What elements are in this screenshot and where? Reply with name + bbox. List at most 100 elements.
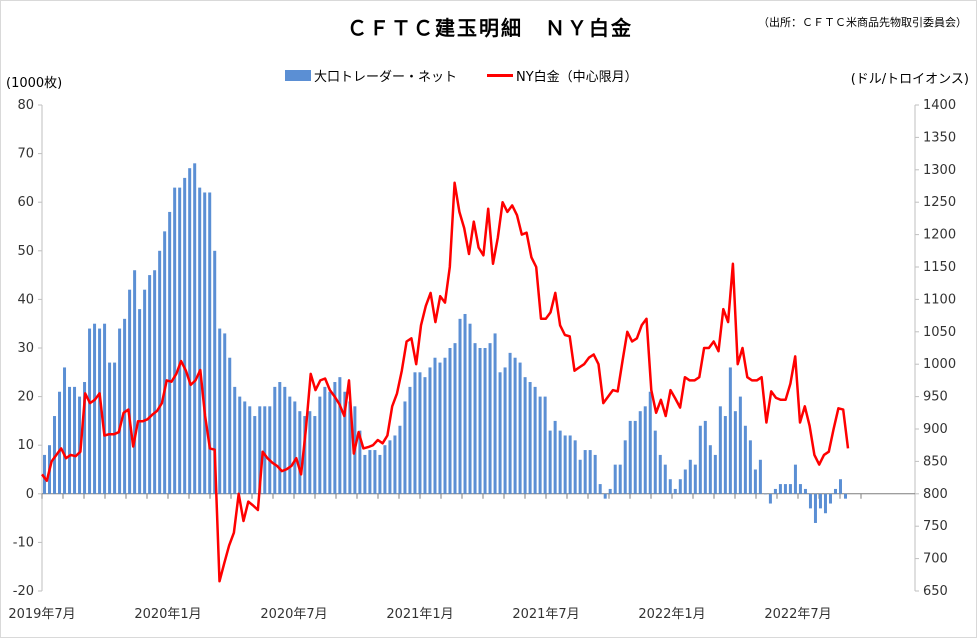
bar — [508, 352, 512, 494]
bar — [773, 488, 777, 494]
bar — [598, 484, 602, 494]
source-note: （出所：ＣＦＴＣ米商品先物取引委員会） — [758, 16, 967, 29]
bar — [728, 367, 732, 494]
x-tick-label: 2021年7月 — [512, 607, 579, 622]
bar — [373, 450, 377, 494]
bar — [388, 440, 392, 494]
bar — [163, 231, 167, 494]
right-tick-label: 900 — [923, 422, 948, 437]
bar — [73, 386, 77, 494]
bar — [123, 318, 127, 494]
bar — [623, 440, 627, 494]
bar — [298, 411, 302, 494]
bar — [793, 464, 797, 494]
x-tick-label: 2020年7月 — [260, 607, 327, 622]
right-tick-label: 650 — [923, 584, 948, 599]
bar — [828, 493, 832, 504]
bar — [718, 406, 722, 494]
bar — [173, 187, 177, 494]
right-axis-unit: (ドル/トロイオンス) — [850, 72, 969, 87]
bar — [288, 396, 292, 494]
bar — [608, 488, 612, 494]
bar — [748, 440, 752, 494]
right-tick-label: 1350 — [923, 130, 956, 145]
bar — [628, 420, 632, 494]
bar — [138, 309, 142, 494]
bar — [563, 435, 567, 494]
bar — [98, 328, 102, 494]
bar — [293, 401, 297, 494]
bar — [503, 367, 507, 494]
bar — [358, 430, 362, 494]
bar — [778, 484, 782, 494]
bar — [618, 464, 622, 494]
bar — [178, 187, 182, 494]
bar — [473, 343, 477, 494]
bar — [558, 430, 562, 494]
bar — [223, 333, 227, 494]
bar — [253, 416, 257, 494]
x-tick-label: 2019年7月 — [8, 607, 75, 622]
bar — [308, 411, 312, 494]
bar — [208, 192, 212, 494]
bar — [193, 163, 197, 494]
bar — [43, 454, 47, 494]
bar — [343, 391, 347, 494]
bar — [83, 382, 87, 494]
bar — [683, 469, 687, 494]
bar — [378, 454, 382, 494]
bar — [238, 396, 242, 494]
bar — [658, 454, 662, 494]
right-tick-label: 1300 — [923, 163, 956, 178]
bar — [258, 406, 262, 494]
bar — [408, 386, 412, 494]
bar — [158, 250, 162, 494]
left-tick-label: 30 — [17, 341, 34, 356]
bar — [103, 323, 107, 494]
left-tick-label: 40 — [17, 292, 34, 307]
bar — [588, 450, 592, 494]
bar — [603, 493, 607, 499]
bar — [833, 488, 837, 494]
bar — [418, 372, 422, 494]
left-tick-label: -20 — [13, 584, 34, 599]
right-tick-label: 1050 — [923, 325, 956, 340]
bar — [93, 323, 97, 494]
bar — [638, 411, 642, 494]
bar — [318, 396, 322, 494]
bar — [398, 425, 402, 494]
bar — [88, 328, 92, 494]
bar — [578, 459, 582, 494]
bar — [483, 348, 487, 494]
bar — [568, 435, 572, 494]
right-tick-label: 700 — [923, 552, 948, 567]
bar — [273, 386, 277, 494]
x-tick-label: 2022年7月 — [764, 607, 831, 622]
bar — [498, 372, 502, 494]
bar — [303, 416, 307, 494]
bar — [553, 420, 557, 494]
bar — [53, 416, 57, 494]
bar — [458, 318, 462, 494]
bar — [243, 401, 247, 494]
bar — [268, 406, 272, 494]
bar — [68, 386, 72, 494]
chart-title: ＣＦＴＣ建玉明細 ＮＹ白金 — [347, 16, 633, 40]
bar — [393, 435, 397, 494]
bar — [78, 396, 82, 494]
bar — [843, 493, 847, 499]
bar — [698, 425, 702, 494]
legend-bar-swatch — [285, 70, 311, 81]
bar — [423, 377, 427, 494]
bar — [783, 484, 787, 494]
bar — [668, 479, 672, 494]
bar — [438, 362, 442, 494]
bar — [813, 493, 817, 523]
bar — [633, 420, 637, 494]
left-tick-label: 50 — [17, 244, 34, 259]
bar — [63, 367, 67, 494]
bar — [643, 406, 647, 494]
x-tick-label: 2021年1月 — [386, 607, 453, 622]
bar — [478, 348, 482, 494]
